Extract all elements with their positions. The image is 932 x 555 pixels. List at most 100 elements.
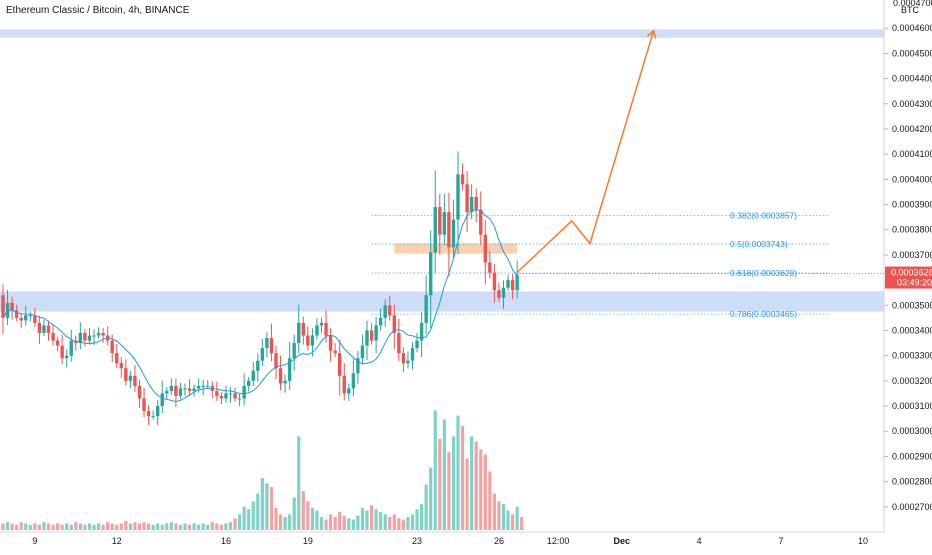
volume-bar bbox=[356, 515, 360, 530]
volume-bar bbox=[315, 510, 319, 530]
candle-body bbox=[183, 388, 187, 390]
price-axis-top-label: 0.0004700 bbox=[893, 0, 932, 8]
x-tick-label: Dec bbox=[614, 536, 631, 546]
candle-body bbox=[347, 388, 351, 394]
candle-body bbox=[233, 393, 237, 399]
volume-bar bbox=[388, 517, 392, 530]
candle-body bbox=[451, 219, 456, 248]
candle-body bbox=[87, 335, 92, 341]
candle-body bbox=[342, 375, 346, 394]
volume-bar bbox=[497, 501, 501, 530]
candle-body bbox=[133, 375, 137, 386]
volume-bar bbox=[479, 449, 483, 530]
volume-bar bbox=[401, 519, 405, 530]
candle-body bbox=[124, 368, 128, 381]
volume-bar bbox=[392, 514, 396, 530]
candle-body bbox=[351, 373, 356, 389]
volume-bar bbox=[297, 436, 301, 530]
volume-bar bbox=[119, 523, 123, 530]
volume-bar bbox=[342, 515, 346, 530]
volume-bar bbox=[110, 523, 114, 530]
candle-body bbox=[283, 380, 287, 384]
volume-bar bbox=[5, 522, 10, 530]
volume-bar bbox=[206, 524, 210, 530]
candle-body bbox=[206, 385, 210, 387]
y-tick-label: 0.0003300 bbox=[892, 351, 932, 361]
volume-bar bbox=[142, 522, 146, 530]
candle-body bbox=[146, 411, 151, 417]
volume-bar bbox=[256, 493, 260, 530]
volume-bar bbox=[470, 436, 474, 530]
y-tick-label: 0.0003200 bbox=[892, 376, 932, 386]
candle-body bbox=[128, 375, 133, 381]
candle-body bbox=[160, 393, 164, 407]
candle-body bbox=[83, 332, 87, 341]
y-tick-label: 0.0003100 bbox=[892, 401, 932, 411]
y-tick-label: 0.0004200 bbox=[892, 124, 932, 134]
candle-body bbox=[460, 174, 465, 185]
x-tick-label: 19 bbox=[303, 536, 313, 546]
volume-bar bbox=[133, 522, 137, 530]
volume-bar bbox=[410, 514, 415, 530]
volume-bar bbox=[137, 523, 142, 530]
candle-body bbox=[110, 340, 114, 354]
candle-body bbox=[488, 262, 492, 273]
candle-body bbox=[306, 335, 310, 346]
candle-body bbox=[415, 340, 419, 349]
x-tick-label: 23 bbox=[412, 536, 422, 546]
volume-bar bbox=[506, 510, 510, 530]
volume-bar bbox=[365, 510, 369, 530]
candle-body bbox=[397, 332, 401, 354]
volume-bar bbox=[451, 436, 456, 530]
volume-bar bbox=[124, 520, 128, 530]
candle-body bbox=[69, 340, 73, 356]
volume-bar bbox=[338, 511, 342, 530]
volume-bar bbox=[429, 467, 433, 530]
candle-body bbox=[65, 355, 69, 359]
volume-bar bbox=[351, 519, 355, 530]
current-price-label: 0.0003626 bbox=[891, 268, 932, 278]
volume-bar bbox=[333, 517, 337, 530]
volume-bar bbox=[15, 524, 19, 530]
candle-body bbox=[42, 325, 46, 333]
candle-body bbox=[196, 385, 201, 389]
candle-body bbox=[278, 368, 283, 384]
candle-body bbox=[388, 305, 392, 316]
candle-body bbox=[169, 385, 174, 391]
candle-body bbox=[101, 332, 105, 336]
volume-bar bbox=[60, 524, 64, 530]
candle-body bbox=[419, 322, 424, 341]
volume-bar bbox=[78, 523, 82, 530]
candle-body bbox=[510, 280, 515, 291]
candle-body bbox=[374, 325, 378, 341]
candle-body bbox=[447, 212, 451, 248]
x-tick-label: 12 bbox=[112, 536, 122, 546]
volume-bar bbox=[269, 487, 274, 530]
candle-body bbox=[315, 325, 319, 336]
candle-body bbox=[156, 406, 160, 417]
y-tick-label: 0.0003000 bbox=[892, 426, 932, 436]
candle-body bbox=[378, 317, 383, 326]
candle-body bbox=[237, 398, 242, 400]
candle-body bbox=[201, 385, 205, 387]
volume-bar bbox=[96, 523, 101, 530]
candle-body bbox=[242, 385, 246, 399]
candle-body bbox=[137, 385, 142, 399]
volume-bar bbox=[383, 514, 387, 530]
volume-bar bbox=[160, 524, 164, 530]
volume-bar bbox=[156, 523, 160, 530]
volume-bar bbox=[379, 511, 383, 530]
candle-body bbox=[401, 353, 406, 364]
candle-body bbox=[324, 322, 328, 336]
y-tick-label: 0.0002700 bbox=[892, 502, 932, 512]
candle-body bbox=[228, 393, 233, 395]
volume-bar bbox=[10, 523, 14, 530]
volume-bar bbox=[42, 522, 46, 530]
candle-body bbox=[333, 350, 337, 354]
volume-bar bbox=[288, 514, 292, 530]
candle-body bbox=[60, 345, 64, 359]
volume-bar bbox=[324, 519, 328, 530]
volume-bar bbox=[224, 523, 228, 530]
candle-body bbox=[1, 295, 5, 318]
